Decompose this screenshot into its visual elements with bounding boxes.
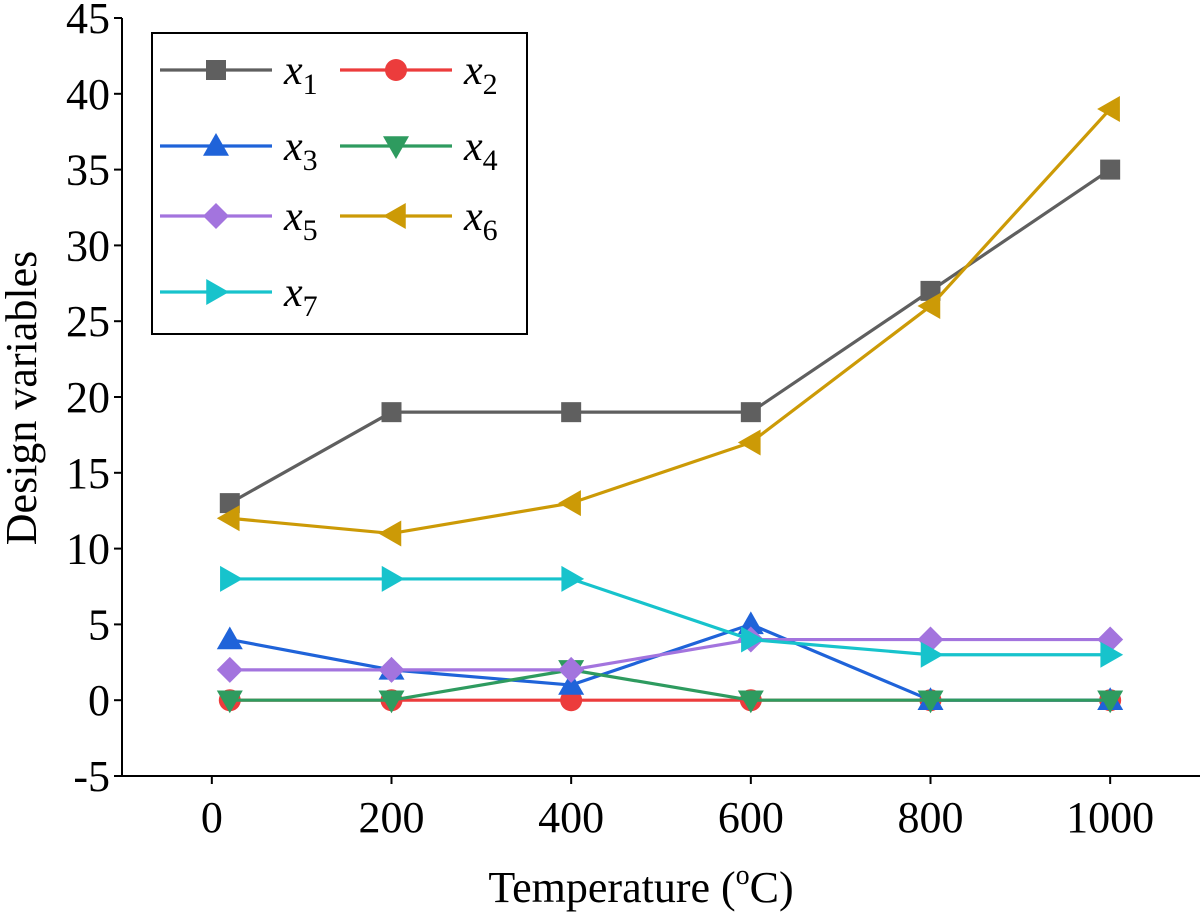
legend-entry-x2: x2 (340, 48, 498, 101)
data-point-x6 (1097, 95, 1120, 122)
x-axis-label-sup: o (736, 860, 750, 891)
data-point-x4 (216, 690, 243, 714)
legend-entry-x3: x3 (160, 124, 318, 177)
series-line-x5 (229, 637, 1111, 672)
series-line-x6 (229, 107, 1112, 536)
y-tick-label: 20 (66, 373, 110, 422)
y-tick-label: 25 (66, 297, 110, 346)
data-point-x1 (561, 402, 582, 423)
data-point-x1 (381, 402, 402, 423)
legend-marker (206, 60, 226, 80)
data-point-x7 (741, 626, 764, 653)
data-point-x7 (920, 641, 944, 668)
series-line-x3 (229, 622, 1111, 702)
data-point-x7 (381, 565, 405, 592)
data-point-x5 (558, 656, 585, 683)
data-point-x3 (558, 672, 585, 695)
series-x6 (216, 95, 1120, 547)
series-line-x7 (229, 577, 1111, 657)
y-tick-label: 0 (88, 676, 110, 725)
x-tick-label: 600 (718, 793, 784, 842)
y-tick-label: 30 (66, 221, 110, 270)
x-axis-label-end: C) (750, 863, 794, 912)
legend-label: x6 (463, 194, 498, 247)
x-tick-label: 400 (538, 793, 604, 842)
data-point-x1 (740, 402, 761, 423)
legend-label: x2 (463, 48, 498, 101)
series-line-x4 (229, 668, 1111, 702)
data-point-x4 (737, 690, 764, 714)
legend-marker (383, 203, 406, 229)
data-point-x5 (216, 656, 243, 683)
data-point-x4 (917, 690, 944, 714)
legend-marker (206, 279, 229, 305)
y-axis-label: Design variables (0, 251, 46, 545)
series-layer (216, 95, 1124, 714)
y-tick-label: 35 (66, 146, 110, 195)
data-point-x1 (1100, 159, 1121, 180)
legend-marker (385, 59, 407, 81)
x-tick-label: 1000 (1066, 793, 1154, 842)
data-point-x6 (378, 520, 402, 547)
legend-marker (203, 203, 229, 229)
data-point-x3 (216, 626, 243, 650)
legend-entry-x6: x6 (340, 194, 498, 247)
y-tick-label: -5 (73, 752, 110, 801)
legend-label: x7 (283, 270, 318, 323)
legend: x1 x2 x3 x4 x5 x6 x7 (151, 32, 528, 335)
legend-marker (203, 133, 229, 156)
axes: -5 0 5 10 15 20 25 30 35 40 45 0 200 400 600 800 1000 (66, 0, 1200, 842)
y-tick-label: 40 (66, 70, 110, 119)
x-tick-label: 800 (898, 793, 964, 842)
data-point-x6 (216, 505, 240, 532)
legend-entry-x1: x1 (160, 48, 318, 101)
data-point-x4 (378, 690, 405, 714)
x-axis-label: Temperature (oC) (488, 860, 793, 912)
y-tick-label: 5 (88, 600, 110, 649)
legend-entry-x5: x5 (160, 194, 318, 247)
legend-entry-x4: x4 (340, 124, 498, 177)
data-point-x7 (561, 565, 585, 592)
legend-label: x4 (463, 124, 498, 177)
series-x7 (220, 565, 1124, 668)
legend-entry-x7: x7 (160, 270, 318, 323)
data-point-x4 (1097, 690, 1124, 714)
legend-label: x5 (283, 194, 318, 247)
series-line-x1 (229, 168, 1112, 505)
x-tick-label: 200 (359, 793, 425, 842)
series-x3 (216, 611, 1124, 710)
data-point-x7 (1100, 641, 1124, 668)
x-axis-label-main: Temperature ( (488, 863, 735, 912)
legend-marker (383, 136, 409, 159)
data-point-x6 (737, 429, 761, 456)
y-tick-label: 45 (66, 0, 110, 43)
y-tick-label: 10 (66, 525, 110, 574)
y-tick-label: 15 (66, 449, 110, 498)
series-x1 (219, 159, 1121, 514)
data-point-x5 (378, 656, 405, 683)
series-x4 (216, 660, 1124, 714)
data-point-x6 (558, 490, 581, 517)
data-point-x6 (917, 293, 941, 320)
data-point-x7 (220, 565, 243, 592)
x-tick-label: 0 (201, 793, 223, 842)
legend-label: x1 (283, 48, 318, 101)
legend-label: x3 (283, 124, 318, 177)
